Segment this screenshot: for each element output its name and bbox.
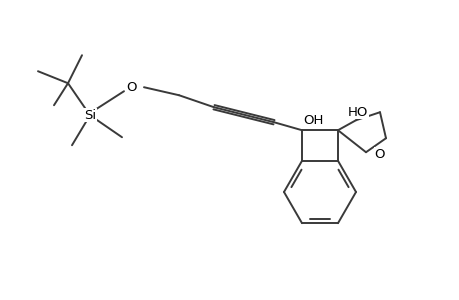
Text: O: O xyxy=(127,81,137,94)
Text: Si: Si xyxy=(84,109,96,122)
Text: OH: OH xyxy=(303,114,323,127)
Text: O: O xyxy=(374,148,385,161)
Text: HO: HO xyxy=(347,106,367,119)
